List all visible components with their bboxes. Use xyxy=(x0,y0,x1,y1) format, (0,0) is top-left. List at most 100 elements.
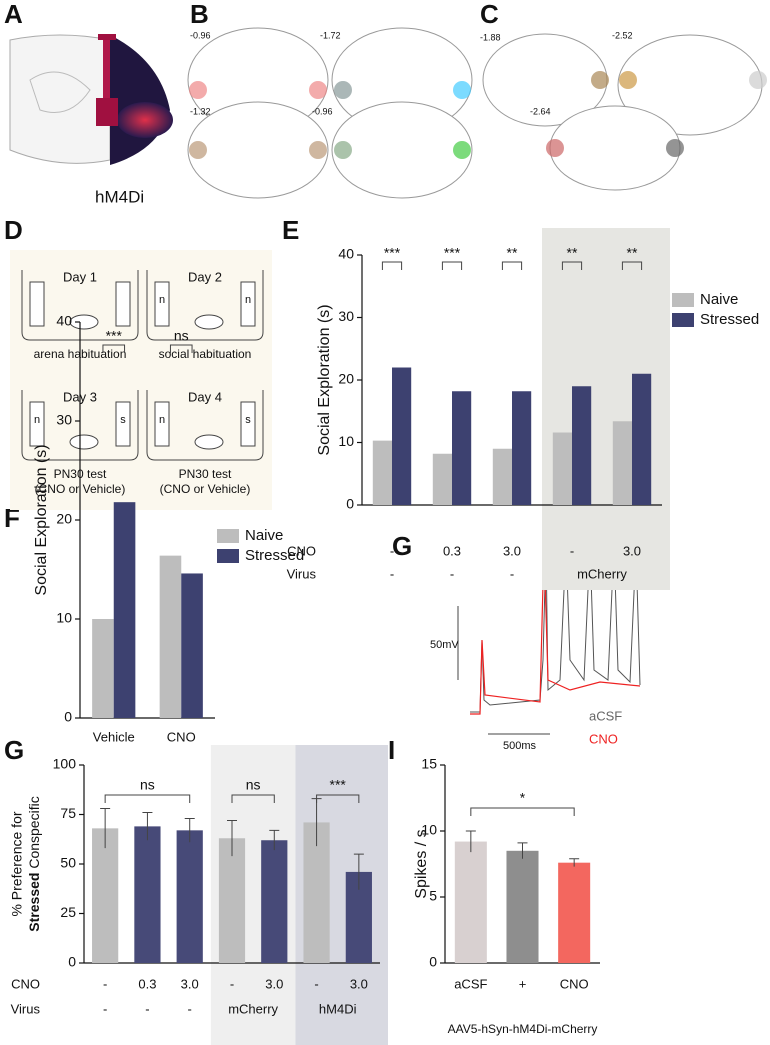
y-tick-label: 30 xyxy=(338,308,354,324)
x-tick-label: CNO xyxy=(560,976,589,991)
cage-mark: s xyxy=(245,414,251,426)
virus-label: - xyxy=(188,1001,192,1016)
virus-label: - xyxy=(510,566,514,581)
x-tick-label: 3.0 xyxy=(503,543,521,558)
error-bar xyxy=(569,858,580,867)
y-tick-label: 40 xyxy=(56,313,72,329)
y-tick-label: 100 xyxy=(53,756,77,772)
bar xyxy=(492,448,512,505)
arena xyxy=(146,390,264,461)
significance-label: ** xyxy=(567,245,578,261)
significance-label: *** xyxy=(444,245,461,261)
y-tick-label: 0 xyxy=(429,954,437,970)
y-axis-label: Social Exploration (s) xyxy=(33,444,50,595)
panel-label: C xyxy=(480,0,499,29)
mouse xyxy=(69,434,99,450)
significance-label: *** xyxy=(106,328,123,344)
cage xyxy=(154,281,170,327)
caption: PN30 test (CNO or Vehicle) xyxy=(160,467,251,496)
bar xyxy=(454,841,487,963)
legend-swatch xyxy=(672,293,694,307)
x-tick-label: - xyxy=(570,543,574,558)
bar xyxy=(392,367,412,505)
mouse xyxy=(194,434,224,450)
bar xyxy=(452,391,472,505)
y-tick-label: 10 xyxy=(56,610,72,626)
bar xyxy=(159,555,182,718)
error-bar xyxy=(142,812,153,841)
significance-label: ns xyxy=(246,777,261,793)
voltage-scale-label: 50mV xyxy=(430,639,459,651)
x-tick-label: Vehicle xyxy=(93,729,135,744)
virus-label: - xyxy=(390,566,394,581)
bar xyxy=(261,840,288,963)
significance-label: *** xyxy=(330,777,347,793)
x-tick-label: 3.0 xyxy=(623,543,641,558)
error-bar xyxy=(100,808,111,849)
cage-mark: n xyxy=(159,414,165,426)
y-tick-label: 75 xyxy=(60,805,76,821)
y-axis-label-bold: Stressed xyxy=(26,873,42,932)
y-tick-label: 20 xyxy=(56,511,72,527)
cage xyxy=(154,401,170,447)
cage-mark: n xyxy=(245,294,251,306)
significance-label: ns xyxy=(140,777,155,793)
significance-bracket xyxy=(441,261,463,270)
significance-label: *** xyxy=(384,245,401,261)
error-bar xyxy=(517,842,528,859)
virus-label: mCherry xyxy=(577,566,627,581)
atlas-coordinate: -1.88 xyxy=(480,32,501,42)
cage xyxy=(115,281,131,327)
y-axis-label: Stressed Conspecific xyxy=(26,796,42,931)
cage xyxy=(240,401,256,447)
legend-swatch xyxy=(672,313,694,327)
y-tick-label: 0 xyxy=(68,954,76,970)
x-tick-label: 3.0 xyxy=(350,976,368,991)
legend-label: aCSF xyxy=(589,708,622,723)
mouse xyxy=(194,314,224,330)
bar xyxy=(432,453,452,505)
legend-label: Naive xyxy=(245,527,283,544)
atlas-sections-b: -0.96 -1.72 -1.32 -0.96 xyxy=(187,27,473,199)
significance-label: ** xyxy=(507,245,518,261)
bar xyxy=(572,386,592,505)
error-bar xyxy=(184,817,195,843)
y-axis-label: Social Exploration (s) xyxy=(316,304,333,455)
day-label: Day 1 xyxy=(63,269,97,284)
bar xyxy=(552,432,572,505)
bar xyxy=(113,502,136,718)
legend-swatch xyxy=(217,549,239,563)
panel-a-label: hM4Di xyxy=(95,187,144,206)
y-tick-label: 40 xyxy=(338,246,354,262)
significance-bracket xyxy=(621,261,643,270)
y-tick-label: 15 xyxy=(421,756,437,772)
x-tick-label: aCSF xyxy=(454,976,487,991)
bar xyxy=(612,421,632,505)
bar xyxy=(506,850,539,963)
x-tick-label: 0.3 xyxy=(138,976,156,991)
cage xyxy=(240,281,256,327)
y-tick-label: 25 xyxy=(60,904,76,920)
panel-label: D xyxy=(4,215,23,245)
significance-bracket xyxy=(316,794,360,803)
x-tick-label: - xyxy=(314,976,318,991)
significance-label: * xyxy=(520,790,526,806)
row-label: Virus xyxy=(287,566,317,581)
panel-label: G xyxy=(392,531,412,561)
virus-label: - xyxy=(103,1001,107,1016)
significance-bracket xyxy=(104,794,191,803)
cage-mark: n xyxy=(34,414,40,426)
atlas-sections-c: -1.88 -2.52 -2.64 xyxy=(480,30,767,191)
virus-label: mCherry xyxy=(228,1001,278,1016)
atlas-coordinate: -1.32 xyxy=(190,106,211,116)
x-tick-label: + xyxy=(519,976,527,991)
arena xyxy=(146,270,264,341)
y-tick-label: 5 xyxy=(429,888,437,904)
y-tick-label: 10 xyxy=(338,433,354,449)
y-axis-label: % Preference for xyxy=(9,811,25,916)
day-label: Day 2 xyxy=(188,269,222,284)
cage xyxy=(29,401,45,447)
row-label: Virus xyxy=(11,1001,41,1016)
virus-label: hM4Di xyxy=(319,1001,357,1016)
atlas-coordinate: -2.64 xyxy=(530,106,551,116)
